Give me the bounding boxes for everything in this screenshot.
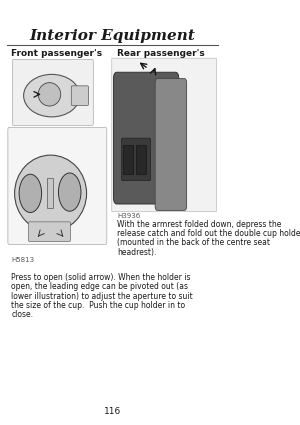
Text: With the armrest folded down, depress the: With the armrest folded down, depress th… xyxy=(117,220,281,229)
Ellipse shape xyxy=(24,74,80,117)
Text: the size of the cup.  Push the cup holder in to: the size of the cup. Push the cup holder… xyxy=(11,301,185,310)
Text: Front passenger's: Front passenger's xyxy=(11,48,102,58)
Text: H3936: H3936 xyxy=(117,213,140,219)
Text: 116: 116 xyxy=(104,407,121,416)
Bar xyxy=(123,144,133,174)
Text: headrest).: headrest). xyxy=(117,248,156,257)
Text: open, the leading edge can be pivoted out (as: open, the leading edge can be pivoted ou… xyxy=(11,282,188,291)
FancyBboxPatch shape xyxy=(12,60,93,125)
FancyBboxPatch shape xyxy=(122,138,151,181)
Bar xyxy=(47,178,53,208)
FancyBboxPatch shape xyxy=(71,86,88,105)
Bar xyxy=(136,144,146,174)
Text: release catch and fold out the double cup holder: release catch and fold out the double cu… xyxy=(117,229,300,238)
Text: close.: close. xyxy=(11,310,33,319)
Ellipse shape xyxy=(58,173,81,211)
Text: H5813: H5813 xyxy=(11,257,35,263)
FancyBboxPatch shape xyxy=(8,128,107,244)
Ellipse shape xyxy=(19,174,42,212)
FancyBboxPatch shape xyxy=(28,222,70,241)
Text: Rear passenger's: Rear passenger's xyxy=(117,48,205,58)
FancyBboxPatch shape xyxy=(112,58,217,212)
Text: lower illustration) to adjust the aperture to suit: lower illustration) to adjust the apertu… xyxy=(11,292,193,300)
FancyBboxPatch shape xyxy=(155,79,187,210)
Text: Interior Equipment: Interior Equipment xyxy=(29,29,195,43)
Ellipse shape xyxy=(38,82,61,106)
Ellipse shape xyxy=(15,155,87,232)
FancyBboxPatch shape xyxy=(113,72,179,204)
Text: Press to open (solid arrow). When the holder is: Press to open (solid arrow). When the ho… xyxy=(11,273,191,282)
Text: (mounted in the back of the centre seat: (mounted in the back of the centre seat xyxy=(117,238,270,247)
